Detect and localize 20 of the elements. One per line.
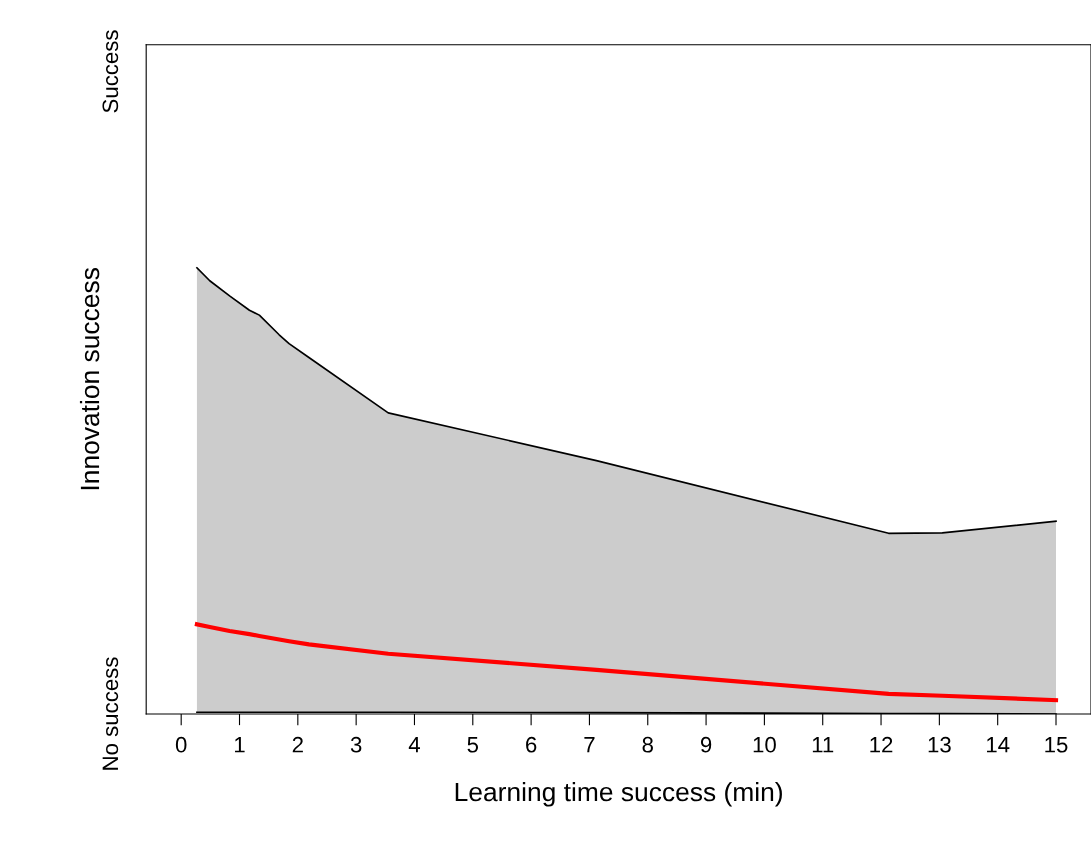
- x-tick-label: 9: [700, 736, 712, 753]
- text: No success: [102, 657, 119, 770]
- x-tick-label: 1: [235, 737, 245, 753]
- x-tick-label: 4: [408, 737, 420, 753]
- x-tick-label: 5: [467, 737, 479, 753]
- x-tick-label: 13: [928, 736, 951, 753]
- x-tick-label: 10: [753, 736, 776, 753]
- x-tick-label: 2: [292, 736, 303, 753]
- x-tick-label: 12: [870, 736, 893, 753]
- x-tick-label: 0: [175, 736, 187, 753]
- x-tick-label: 14: [987, 737, 1010, 753]
- x-tick-label: 11: [812, 737, 834, 753]
- x-tick-label: 7: [584, 737, 595, 753]
- text: Success: [102, 30, 119, 113]
- x-axis-title: Learning time success (min): [455, 781, 782, 807]
- x-tick-label: 8: [642, 736, 653, 753]
- x-tick-label: 6: [526, 736, 537, 753]
- x-tick-label: 15: [1045, 737, 1068, 753]
- x-tick-label: 3: [350, 736, 362, 753]
- y-axis-title: Innovation success: [79, 268, 100, 490]
